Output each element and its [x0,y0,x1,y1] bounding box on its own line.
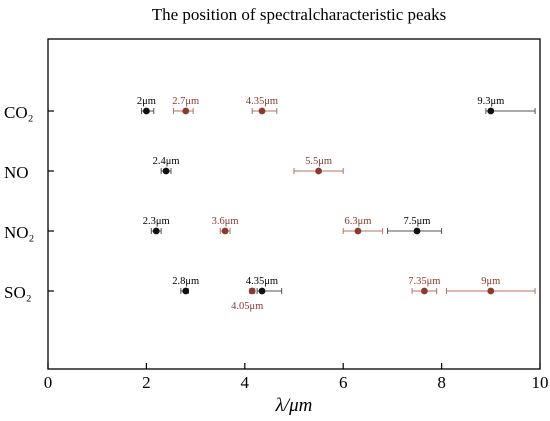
y-axis-ticks [48,110,54,292]
point-no-8 [219,227,231,235]
data-labels: 2μm 2.7μm 4.35μm 9.3μm 2.4μm 5.5μm 2.3μm 3.6μm 6… [137,96,504,312]
point-no-7 [150,227,162,235]
marker [487,107,495,115]
y-tick-label-3: NO₂ [4,223,34,242]
x-axis-title: λ/μm [275,395,313,416]
marker [258,287,266,295]
x-tick-label-8: 8 [437,373,446,392]
data-label: 7.5μm [404,216,431,227]
point-co-1 [140,107,155,115]
point-so-15 [446,287,536,295]
data-label: 4.35μm [246,276,278,287]
x-tick-label-4: 4 [241,373,250,392]
y-tick-label-1: CO₂ [4,103,34,122]
data-label: 7.35μm [408,276,440,287]
marker [162,167,170,175]
x-tick-label-6: 6 [339,373,348,392]
marker [315,167,322,175]
chart-title: The position of spectralcharacteristic p… [152,5,447,24]
marker [420,287,428,295]
marker [248,287,256,295]
point-no-6 [293,167,344,175]
data-label: 2.7μm [172,96,199,107]
point-no-5 [160,167,172,175]
data-label: 4.35μm [246,96,278,107]
marker [182,287,190,295]
marker [258,107,266,115]
point-no-9 [342,227,384,235]
marker [221,227,229,235]
point-co-2 [172,107,194,115]
data-label: 9.3μm [477,96,504,107]
x-tick-label-0: 0 [44,373,53,392]
point-co-4 [485,107,536,115]
y-tick-label-2: NO [4,163,29,182]
point-no-10 [386,227,443,235]
marker [143,107,150,115]
data-label: 2μm [137,96,156,107]
point-so-14 [411,287,438,295]
x-axis-labels: 0 2 4 6 8 10 [44,373,549,392]
point-so-11 [180,287,190,295]
data-label: 2.4μm [153,156,180,167]
data-label: 2.3μm [143,216,170,227]
x-tick-label-10: 10 [532,373,549,392]
y-axis-labels: CO₂ NO NO₂ SO₂ [4,103,34,302]
point-so-12 [248,287,256,295]
data-label: 2.8μm [172,276,199,287]
data-points [140,107,536,295]
point-so-13 [256,287,283,295]
data-label: 6.3μm [344,216,371,227]
marker [413,227,421,235]
data-label: 3.6μm [212,216,239,227]
marker [487,287,495,295]
data-label: 9μm [481,276,500,287]
x-tick-label-2: 2 [142,373,151,392]
point-co-3 [251,107,278,115]
marker [152,227,160,235]
annotation-label: 4.05μm [231,301,263,312]
marker [182,107,190,115]
marker [354,227,362,235]
data-label: 5.5μm [305,156,332,167]
y-tick-label-4: SO₂ [4,283,32,302]
plot-frame [47,38,541,370]
x-axis-ticks [47,363,541,369]
